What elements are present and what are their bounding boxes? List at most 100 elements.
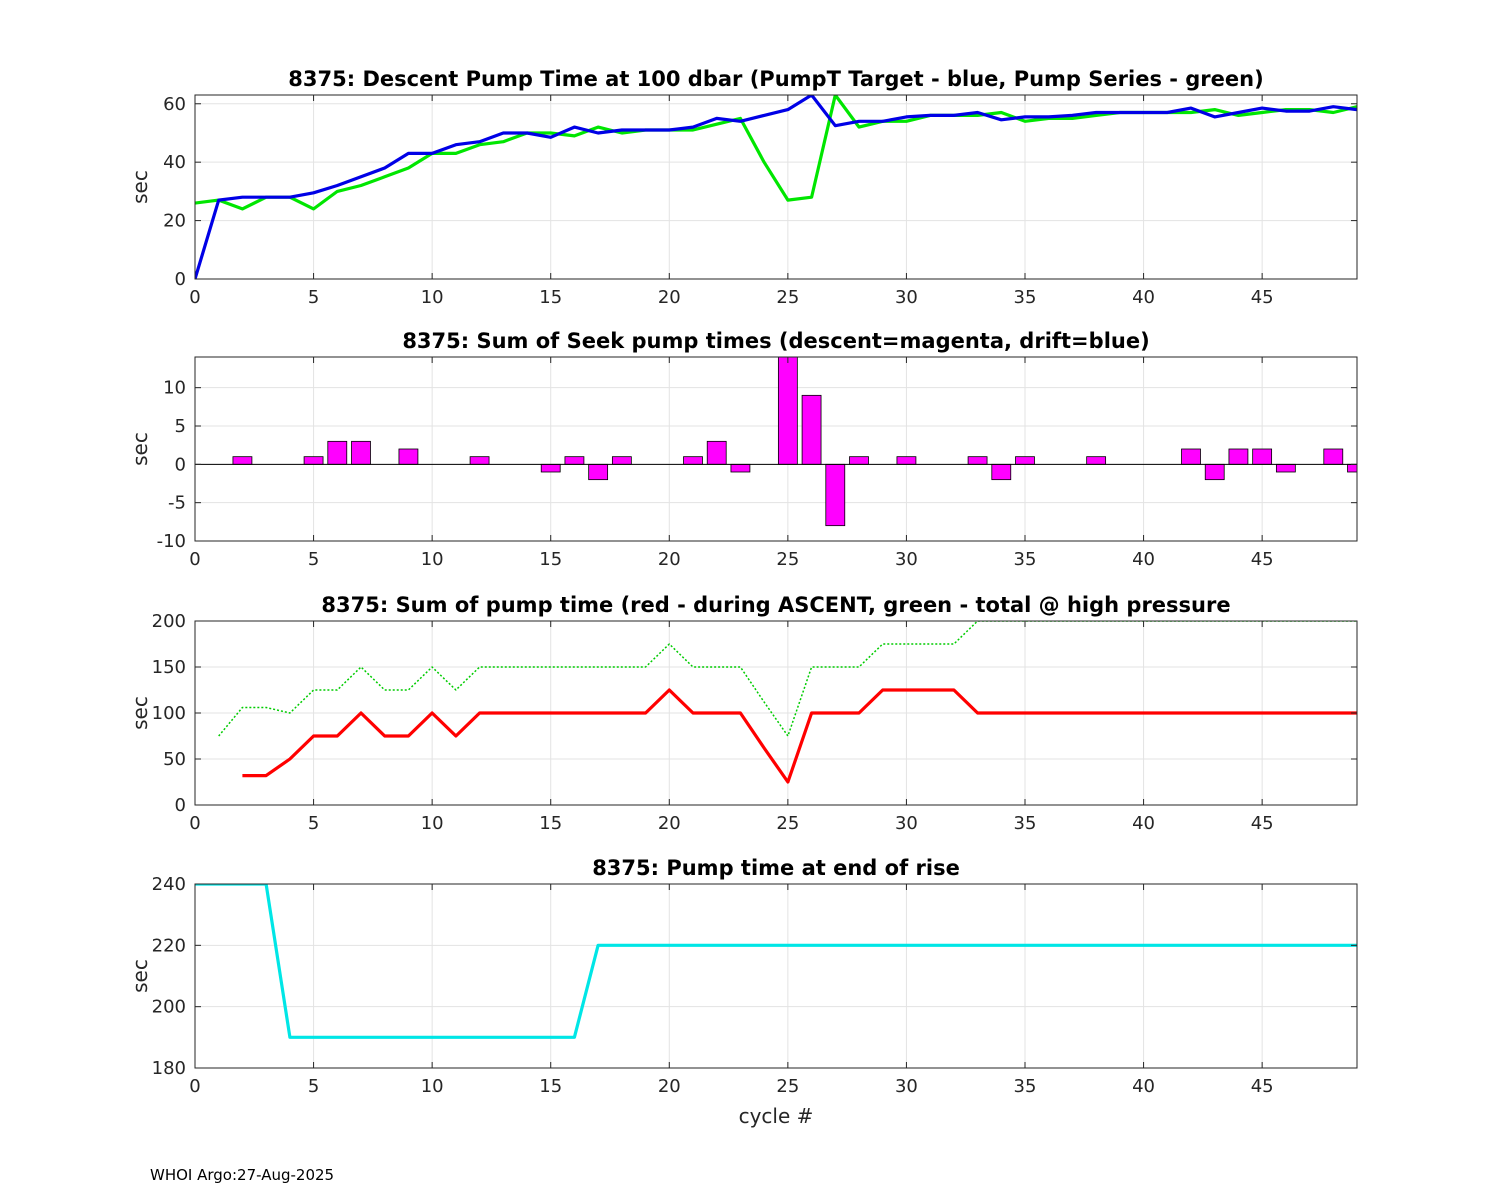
x-tick-label: 35 xyxy=(1014,549,1037,570)
bar xyxy=(540,463,561,473)
y-tick-label: 0 xyxy=(175,795,186,816)
x-tick-label: 45 xyxy=(1251,549,1274,570)
bar xyxy=(706,440,727,465)
y-tick-label: 0 xyxy=(175,454,186,475)
chart-1: 0 5 10 15 20 25 30 35 40 45 0 20 40 60 8375: Descent P… xyxy=(128,67,1358,308)
y-axis-label: sec xyxy=(128,959,152,993)
bar xyxy=(564,456,585,465)
x-tick-label: 40 xyxy=(1132,813,1155,834)
x-tick-label: 15 xyxy=(539,287,562,308)
bar xyxy=(469,456,490,465)
x-tick-label: 10 xyxy=(421,813,444,834)
y-tick-label: 0 xyxy=(175,269,186,290)
y-tick-label: 180 xyxy=(152,1058,186,1079)
chart-title: 8375: Pump time at end of rise xyxy=(592,856,960,880)
y-tick-label: 20 xyxy=(163,211,186,232)
bar xyxy=(1275,463,1296,473)
bar xyxy=(896,456,917,465)
x-tick-label: 40 xyxy=(1132,549,1155,570)
axes-frame xyxy=(194,94,1358,280)
bar xyxy=(825,463,846,527)
bar xyxy=(611,456,632,465)
plot-area xyxy=(195,884,1357,1068)
bar xyxy=(683,456,703,465)
x-tick-label: 35 xyxy=(1014,813,1037,834)
x-tick-label: 35 xyxy=(1014,287,1037,308)
chart-3: 0 5 10 15 20 25 30 35 40 45 0 50 100 150 200 8375: Sum … xyxy=(128,593,1358,834)
x-tick-label: 20 xyxy=(658,549,681,570)
x-tick-label: 40 xyxy=(1132,287,1155,308)
y-tick-label: 40 xyxy=(163,152,186,173)
bar xyxy=(351,440,371,465)
axes-frame xyxy=(194,356,1358,542)
x-tick-label: 20 xyxy=(658,813,681,834)
bar xyxy=(588,463,609,481)
chart-4: 0 5 10 15 20 25 30 35 40 45 180 200 220 240 8375: Pump… xyxy=(128,856,1358,1128)
plot-area xyxy=(195,95,1357,279)
y-tick-label: 200 xyxy=(152,997,186,1018)
y-tick-label: 220 xyxy=(152,935,186,956)
series-line-2 xyxy=(242,688,1357,784)
bar xyxy=(730,463,751,473)
chart-title: 8375: Sum of Seek pump times (descent=ma… xyxy=(402,329,1149,353)
bar xyxy=(398,448,419,465)
chart-2: 0 5 10 15 20 25 30 35 40 45 -10 -5 0 5 10 8375: Sum of … xyxy=(128,329,1358,570)
x-tick-label: 15 xyxy=(539,549,562,570)
bar xyxy=(991,463,1012,481)
bar xyxy=(327,440,348,465)
y-tick-label: 100 xyxy=(152,703,186,724)
y-tick-label: 240 xyxy=(152,874,186,895)
series-line-2 xyxy=(195,95,1357,279)
x-axis-label: cycle # xyxy=(739,1104,814,1128)
bar xyxy=(849,456,869,465)
x-tick-label: 15 xyxy=(539,1076,562,1097)
x-tick-label: 0 xyxy=(189,287,200,308)
y-tick-label: 50 xyxy=(163,749,186,770)
bar xyxy=(1228,448,1249,465)
x-tick-label: 20 xyxy=(658,1076,681,1097)
bar xyxy=(1086,456,1107,465)
x-tick-label: 5 xyxy=(308,287,319,308)
bar xyxy=(1252,448,1273,465)
y-axis-label: sec xyxy=(128,170,152,204)
x-tick-label: 0 xyxy=(189,1076,200,1097)
bar xyxy=(801,394,822,465)
axes-frame xyxy=(194,883,1358,1069)
bar xyxy=(967,456,988,465)
x-tick-label: 5 xyxy=(308,549,319,570)
chart-title: 8375: Sum of pump time (red - during ASC… xyxy=(321,593,1230,617)
y-axis-label: sec xyxy=(128,696,152,730)
bar xyxy=(1015,456,1035,465)
bar xyxy=(1181,448,1201,465)
bar xyxy=(1323,448,1344,465)
bar xyxy=(232,456,253,465)
x-tick-label: 30 xyxy=(895,813,918,834)
y-tick-label: 5 xyxy=(175,416,186,437)
x-tick-label: 15 xyxy=(539,813,562,834)
data-layer xyxy=(195,95,1357,279)
bar xyxy=(777,357,798,465)
x-tick-label: 0 xyxy=(189,813,200,834)
y-tick-label: 200 xyxy=(152,611,186,632)
x-tick-label: 40 xyxy=(1132,1076,1155,1097)
x-tick-label: 10 xyxy=(421,1076,444,1097)
bar xyxy=(303,456,324,465)
x-tick-label: 30 xyxy=(895,1076,918,1097)
data-layer xyxy=(218,621,1357,784)
x-tick-label: 20 xyxy=(658,287,681,308)
x-tick-label: 45 xyxy=(1251,813,1274,834)
data-layer xyxy=(195,884,1357,1039)
y-tick-label: 150 xyxy=(152,657,186,678)
y-tick-label: -5 xyxy=(168,493,186,514)
x-tick-label: 35 xyxy=(1014,1076,1037,1097)
x-tick-label: 10 xyxy=(421,549,444,570)
x-tick-label: 45 xyxy=(1251,1076,1274,1097)
y-axis-label: sec xyxy=(128,432,152,466)
x-tick-label: 25 xyxy=(776,549,799,570)
data-layer xyxy=(195,357,1357,527)
y-tick-label: 60 xyxy=(163,94,186,115)
bar xyxy=(1204,463,1225,481)
x-tick-label: 5 xyxy=(308,1076,319,1097)
x-tick-label: 30 xyxy=(895,287,918,308)
y-tick-label: 10 xyxy=(163,378,186,399)
